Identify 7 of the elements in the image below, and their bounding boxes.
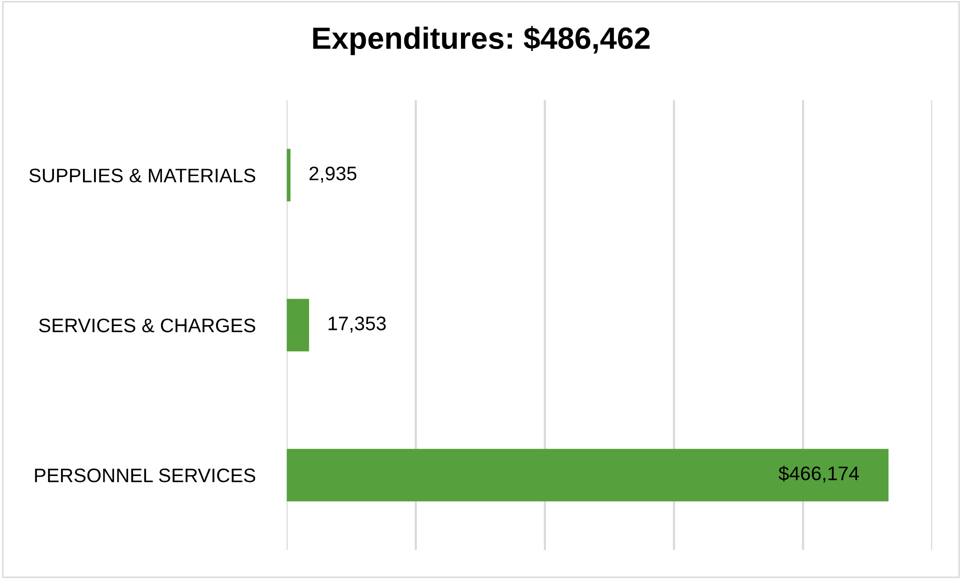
data-label: $466,174 [778,466,859,483]
y-tick-label: PERSONNEL SERVICES [35,468,256,482]
data-label: 2,935 [310,166,356,183]
y-tick-label: SERVICES & CHARGES [39,318,256,332]
chart-title: Expenditures: $486,462 [313,26,650,56]
y-tick-label: SUPPLIES & MATERIALS [29,168,256,182]
data-label: 17,353 [328,316,386,333]
